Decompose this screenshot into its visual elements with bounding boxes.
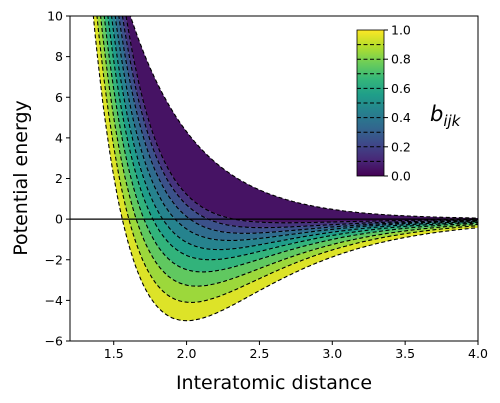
x-tick-label: 4.0 <box>468 346 488 361</box>
contour-band <box>126 16 478 223</box>
colorbar: 0.0 0.2 0.4 0.6 0.8 1.0 bijk <box>356 23 462 184</box>
y-tick-label: 4 <box>55 130 63 145</box>
colorbar-title: bijk <box>430 102 462 130</box>
colorbar-title-base: b <box>430 102 443 126</box>
colorbar-title-sub: ijk <box>443 112 461 130</box>
x-axis-title: Interatomic distance <box>176 372 372 394</box>
colorbar-tick-label: 0.2 <box>391 139 411 154</box>
filled-contour-bands <box>93 16 478 321</box>
colorbar-tick-label: 0.6 <box>391 81 411 96</box>
contour-line <box>92 16 478 322</box>
y-tick-label: 2 <box>55 171 63 186</box>
y-tick-label: 6 <box>55 90 63 105</box>
y-axis-ticks: −6 −4 −2 0 2 4 6 8 10 <box>45 9 70 349</box>
x-tick-label: 3.5 <box>395 346 415 361</box>
x-tick-label: 1.5 <box>104 346 124 361</box>
contour-line <box>125 16 478 224</box>
x-tick-label: 2.0 <box>177 346 197 361</box>
colorbar-level-lines <box>357 44 384 162</box>
y-axis-title: Potential energy <box>10 100 32 255</box>
x-axis-ticks: 1.5 2.0 2.5 3.0 3.5 4.0 <box>104 341 488 361</box>
colorbar-tick-label: 1.0 <box>391 23 411 38</box>
contour-line <box>107 16 478 261</box>
y-tick-label: −2 <box>45 252 63 267</box>
colorbar-tick-label: 0.8 <box>391 52 411 67</box>
contour-line <box>103 16 478 273</box>
contour-line <box>96 16 478 303</box>
contour-lines <box>92 16 478 322</box>
contour-line <box>100 16 478 287</box>
contour-line <box>111 16 478 251</box>
x-tick-label: 2.5 <box>249 346 269 361</box>
y-tick-label: 0 <box>55 212 63 227</box>
contour-line <box>129 16 478 219</box>
contour-line <box>118 16 478 234</box>
y-tick-label: −4 <box>45 293 63 308</box>
y-tick-label: 8 <box>55 49 63 64</box>
colorbar-tick-label: 0.0 <box>391 169 411 184</box>
y-tick-label: 10 <box>47 9 63 24</box>
colorbar-tick-label: 0.4 <box>391 110 411 125</box>
colorbar-ticks: 0.0 0.2 0.4 0.6 0.8 1.0 <box>384 23 411 184</box>
x-tick-label: 3.0 <box>322 346 342 361</box>
y-tick-label: −6 <box>45 334 63 349</box>
contour-line <box>114 16 478 242</box>
